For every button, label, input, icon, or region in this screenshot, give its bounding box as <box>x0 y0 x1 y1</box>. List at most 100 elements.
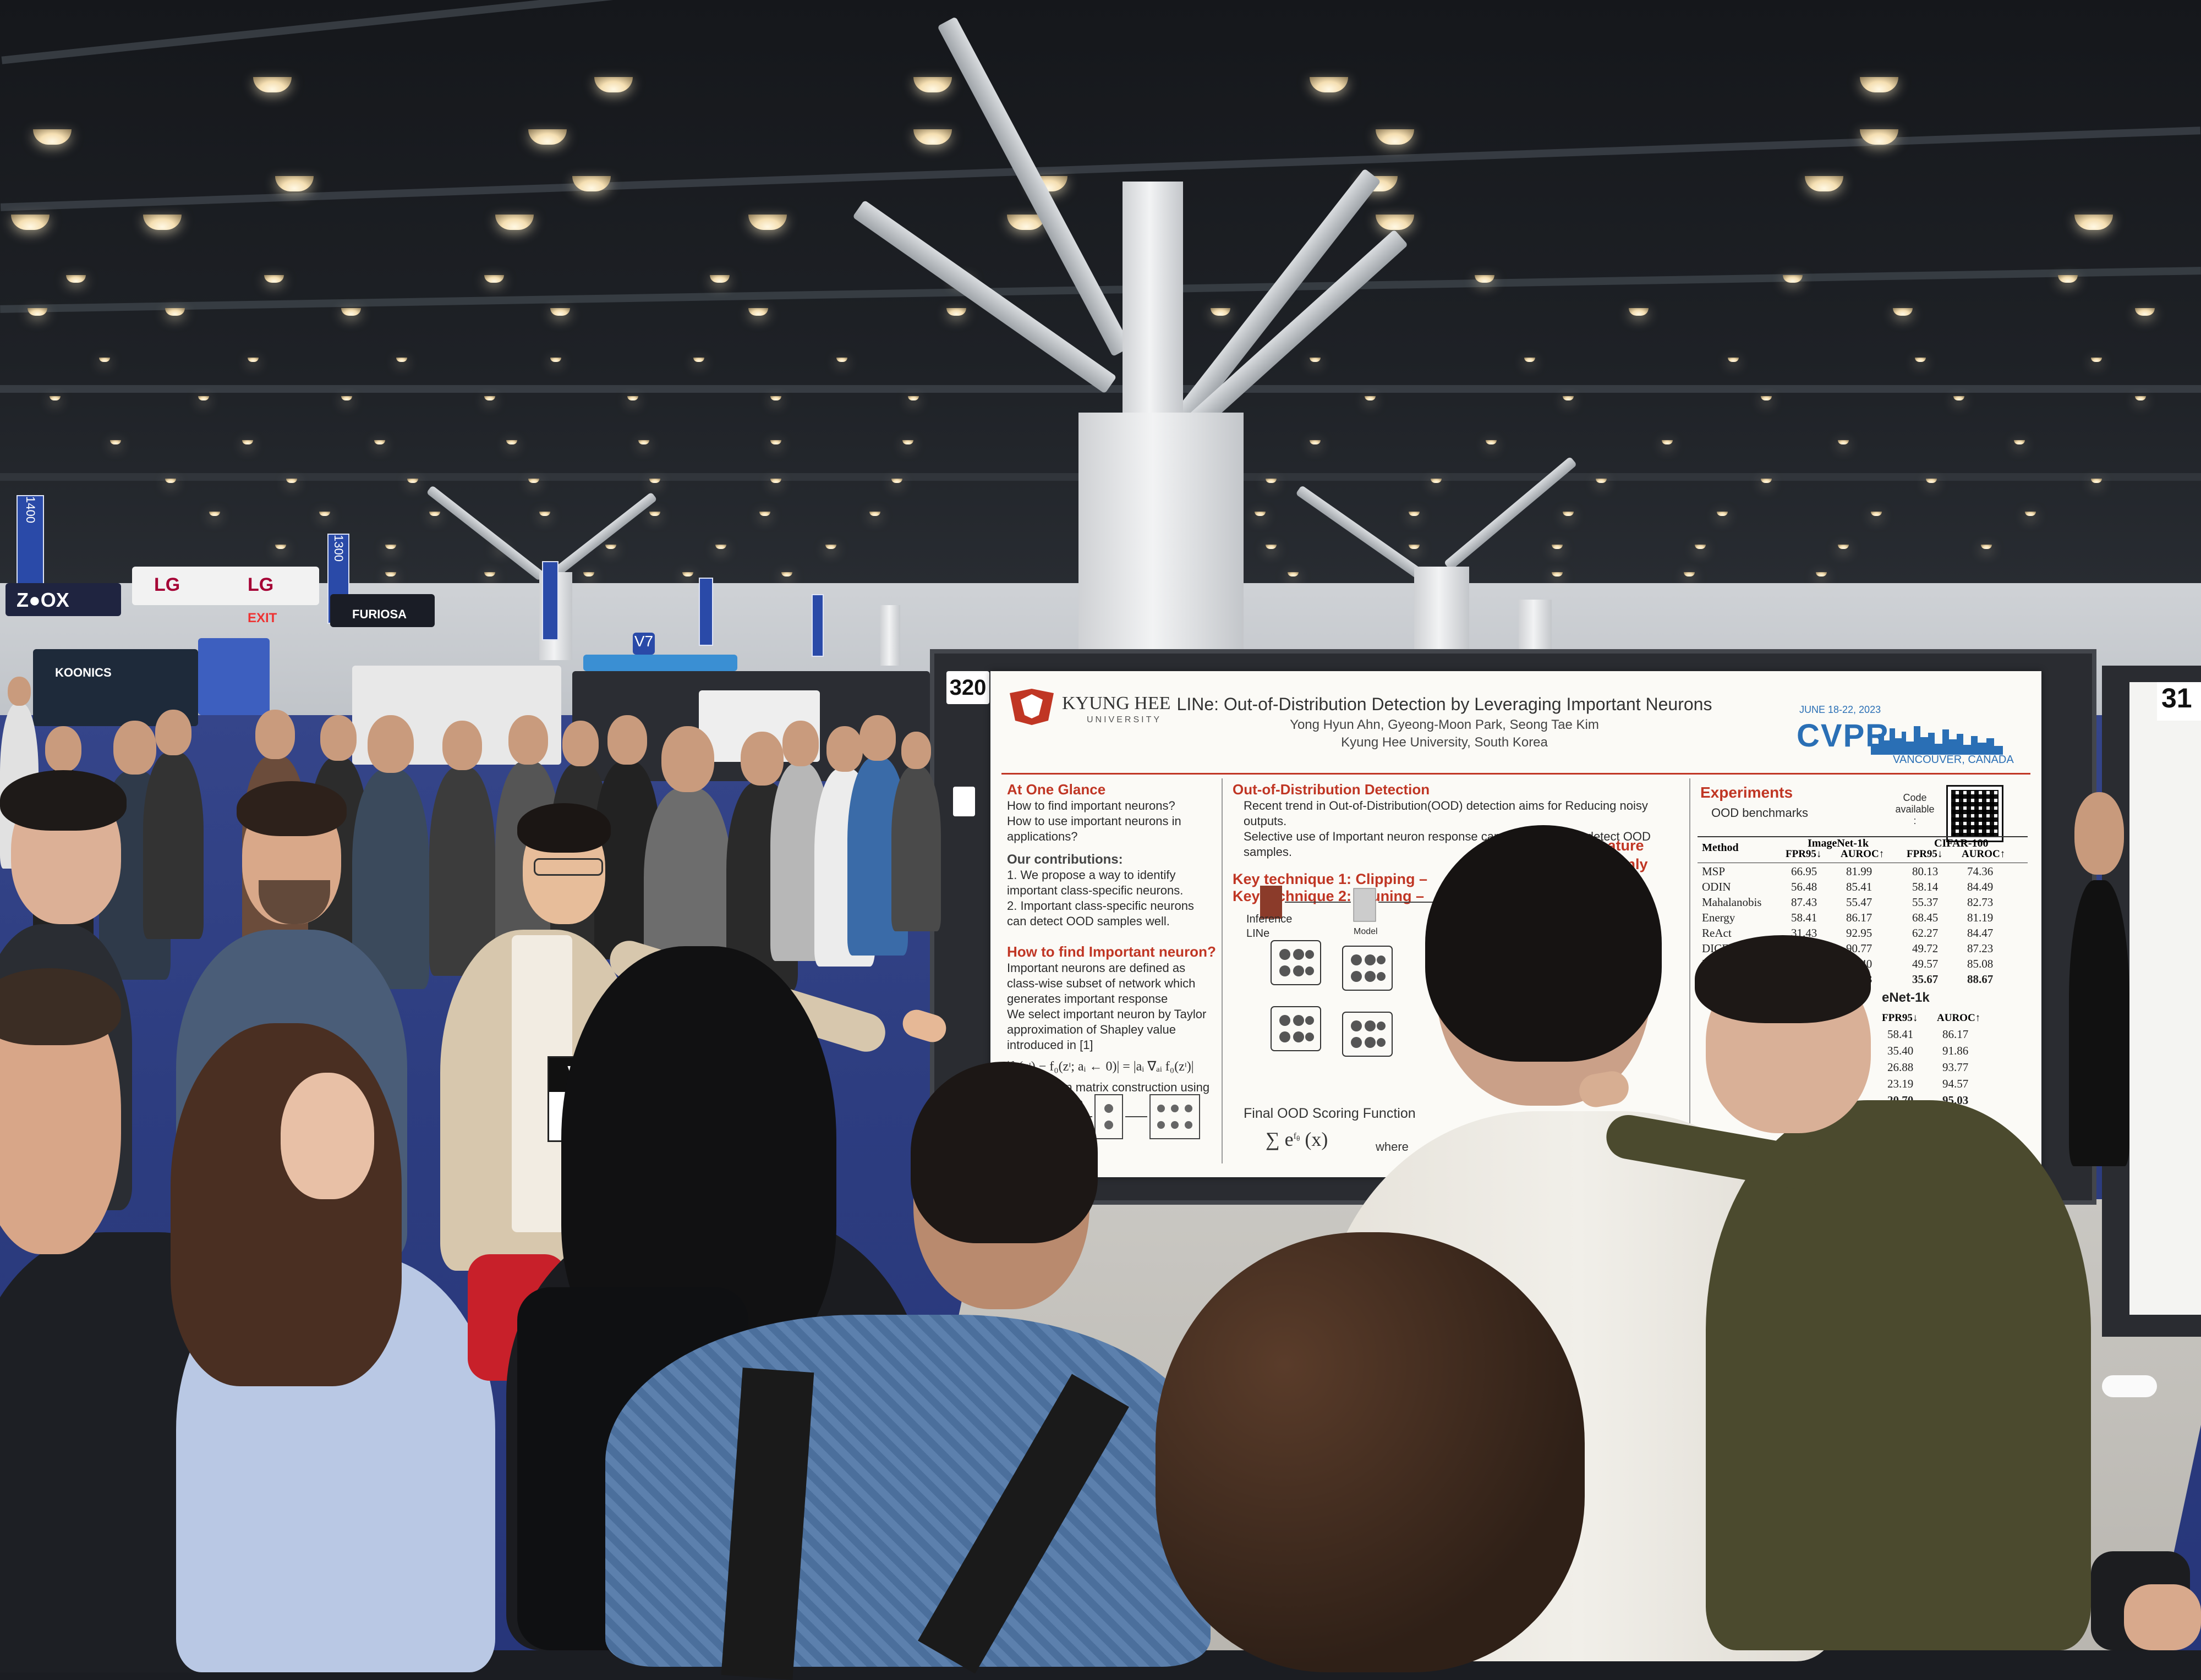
key-technique-1: Key technique 1: Clipping – <box>1233 871 1428 887</box>
background-person-head <box>8 677 31 706</box>
ceiling-light <box>1717 512 1728 516</box>
section-subheading: Our contributions: <box>1007 852 1123 867</box>
background-person-head <box>442 721 482 770</box>
ceiling-light <box>539 512 550 516</box>
table-header: FPR95↓ <box>1786 848 1822 860</box>
diagram-label: Model <box>1354 927 1378 936</box>
ceiling-light <box>286 479 297 483</box>
background-person-head <box>741 732 784 786</box>
ceiling-light <box>506 440 517 444</box>
ceiling-light <box>1816 572 1827 577</box>
table-cell: 91.86 <box>1942 1044 1969 1057</box>
board-number: 320 <box>946 671 989 704</box>
table-cell: 66.95 <box>1791 865 1817 878</box>
ceiling-light <box>1563 512 1574 516</box>
table-cell: 58.41 <box>1791 911 1817 924</box>
ceiling-light <box>2014 440 2025 444</box>
hall-banner: 1400 <box>17 495 44 591</box>
table-cell: 87.23 <box>1967 942 1994 955</box>
main-pillar <box>1078 413 1244 655</box>
background-person-head <box>368 715 414 773</box>
ceiling-light <box>627 396 638 400</box>
poster-text: How to use important neurons in applicat… <box>1007 814 1181 843</box>
table-cell: 58.14 <box>1912 880 1939 893</box>
table-cell: 94.57 <box>1942 1077 1969 1090</box>
hall-banner <box>699 578 713 646</box>
right-pillar <box>1414 567 1469 655</box>
attendee-hair <box>911 1062 1098 1243</box>
ceiling-light <box>1728 358 1739 362</box>
method-diagram <box>1244 880 1684 1078</box>
ceiling-light <box>50 396 61 400</box>
table-cell: 88.67 <box>1967 973 1994 986</box>
ceiling-light <box>2025 512 2036 516</box>
table-header: FPR95↓ <box>1882 1012 1918 1024</box>
table-cell: 81.19 <box>1967 911 1994 924</box>
ceiling-light <box>649 512 660 516</box>
booth-sign: LG <box>248 574 274 595</box>
table-row: 26.88 93.77 <box>1849 1061 2014 1075</box>
ceiling-light <box>1893 308 1913 316</box>
ceiling-light <box>1310 440 1321 444</box>
booth-panel <box>198 638 270 715</box>
table-row: Energy 58.41 86.17 68.45 81.19 <box>1698 911 2028 925</box>
background-person-head <box>826 726 863 772</box>
ceiling-light <box>248 358 259 362</box>
attendee-woman-brown-hair <box>160 1023 567 1672</box>
attendee-face <box>281 1073 374 1199</box>
adjacent-poster <box>2129 682 2201 1315</box>
ceiling-light <box>1409 545 1420 549</box>
table-header: AUROC↑ <box>1841 848 1885 860</box>
ceiling-light <box>902 440 913 444</box>
final-score-formula: ∑ efθ (x) <box>1266 1128 1328 1150</box>
diagram-label: Inference <box>1246 913 1293 925</box>
ceiling-light <box>770 396 781 400</box>
qr-code-icon[interactable] <box>1946 785 2003 842</box>
background-person <box>429 767 495 976</box>
table-cell: 92.95 <box>1846 926 1873 940</box>
ceiling-light <box>1684 572 1695 577</box>
ceiling-light <box>605 545 616 549</box>
ceiling-light <box>242 440 253 444</box>
table-row: MSP 66.95 81.99 80.13 74.36 <box>1698 865 2028 879</box>
cvpr-dates: JUNE 18-22, 2023 <box>1799 704 1881 715</box>
banner-text: 1300 <box>332 535 346 562</box>
final-where: where <box>1376 1140 1409 1154</box>
ceiling-light <box>836 358 847 362</box>
ceiling-light <box>682 572 693 577</box>
ceiling-light <box>908 396 919 400</box>
final-score-heading: Final OOD Scoring Function <box>1244 1106 1416 1121</box>
booth-sign: KOONICS <box>55 666 112 679</box>
table-cell: 23.19 <box>1887 1077 1914 1090</box>
poster-text: We select important neuron by Taylor app… <box>1007 1007 1207 1052</box>
table-row: 58.41 86.17 <box>1849 1028 2014 1042</box>
ceiling-light <box>1524 358 1535 362</box>
ceiling-light <box>715 545 726 549</box>
ceiling-light <box>1838 440 1849 444</box>
poster-divider <box>1001 773 2030 775</box>
booth-sign: V7 <box>634 633 654 650</box>
ceiling-light <box>198 396 209 400</box>
table-cell: 85.41 <box>1846 880 1873 893</box>
table-cell: 62.27 <box>1912 926 1939 940</box>
attendee-hair <box>1425 825 1662 1062</box>
booth-sign: Z●OX <box>17 589 69 611</box>
section-heading: Out-of-Distribution Detection <box>1233 781 1430 798</box>
background-person <box>352 769 429 989</box>
ceiling-light <box>528 479 539 483</box>
table-cell: 86.17 <box>1846 911 1873 924</box>
ceiling-light <box>396 358 407 362</box>
ceiling-light <box>1431 479 1442 483</box>
ceiling-light <box>1288 572 1299 577</box>
ceiling-light <box>1871 512 1882 516</box>
exit-sign: EXIT <box>248 611 277 625</box>
background-person-head <box>255 710 295 759</box>
attendee-olive-jacket <box>1576 935 2091 1650</box>
ceiling-light <box>429 512 440 516</box>
curly-hair <box>1156 1232 1585 1672</box>
ceiling-light <box>550 308 570 316</box>
poster-text: Recent trend in Out-of-Distribution(OOD)… <box>1244 799 1648 828</box>
ceiling-light <box>693 358 704 362</box>
table-header: CIFAR-100 <box>1934 837 1989 849</box>
ceiling-light <box>2135 396 2146 400</box>
